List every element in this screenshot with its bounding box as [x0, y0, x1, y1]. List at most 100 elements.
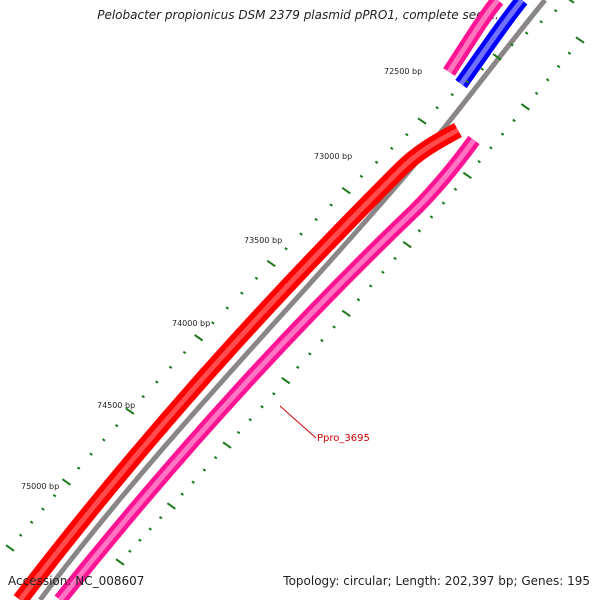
outer-tick	[225, 306, 230, 310]
outer-tick	[125, 407, 135, 415]
inner-tick	[281, 376, 291, 385]
inner-tick	[477, 159, 481, 164]
inner-tick	[489, 146, 493, 150]
outer-tick	[141, 394, 145, 399]
outer-tick	[435, 106, 439, 110]
upper-gene-pink[interactable]	[443, 0, 504, 76]
gene-forward-red[interactable]	[13, 123, 462, 600]
outer-tick	[465, 80, 470, 84]
inner-tick	[534, 91, 539, 95]
outer-tick	[341, 186, 351, 195]
outer-tick	[5, 544, 15, 552]
inner-tick	[308, 352, 312, 356]
inner-tick	[202, 468, 207, 472]
upper-gene-blue[interactable]	[455, 0, 528, 89]
outer-tick	[299, 232, 303, 236]
inner-tick	[453, 187, 458, 191]
outer-tick	[18, 533, 23, 537]
gene-label-ppro-3695[interactable]: Ppro_3695	[279, 405, 370, 444]
outer-tick	[101, 438, 106, 442]
inner-tick	[462, 171, 472, 180]
tick-labels: 72500 bp 73000 bp 73500 bp 74000 bp 7450…	[21, 67, 422, 491]
outer-tick	[450, 92, 455, 97]
inner-tick	[138, 538, 142, 542]
inner-tick	[556, 64, 561, 69]
outer-tick	[329, 203, 333, 207]
inner-tick	[213, 455, 218, 460]
inner-tick	[393, 256, 397, 261]
inner-tick	[115, 558, 125, 566]
inner-tick	[166, 502, 176, 510]
outer-tick	[510, 43, 514, 47]
summary-text: Topology: circular; Length: 202,397 bp; …	[283, 574, 590, 588]
outer-tick	[524, 31, 529, 35]
tick-marks-outer	[5, 0, 575, 552]
outer-tick	[254, 276, 259, 280]
inner-tick	[341, 309, 351, 317]
inner-tick	[575, 36, 585, 44]
tick-label-74000: 74000 bp	[172, 319, 210, 328]
outer-tick	[240, 291, 244, 295]
backbone-arc	[38, 0, 547, 600]
gene-ppro-3695[interactable]	[54, 135, 480, 600]
outer-tick	[417, 117, 427, 125]
gene-label-leader	[279, 405, 317, 439]
inner-tick	[402, 241, 412, 249]
tick-marks-inner	[115, 36, 585, 566]
inner-tick	[429, 215, 434, 219]
inner-tick	[272, 392, 276, 396]
inner-tick	[381, 270, 385, 274]
inner-tick	[512, 118, 516, 123]
inner-tick	[180, 492, 184, 496]
tick-label-72500: 72500 bp	[384, 67, 422, 76]
outer-tick	[553, 9, 558, 13]
inner-tick	[236, 430, 241, 435]
inner-tick	[260, 405, 264, 409]
inner-tick	[222, 441, 232, 449]
outer-tick	[374, 160, 379, 164]
outer-tick	[284, 247, 288, 251]
outer-tick	[114, 423, 119, 428]
outer-tick	[359, 174, 364, 179]
outer-tick	[182, 350, 187, 355]
tick-label-73000: 73000 bp	[314, 152, 352, 161]
outer-tick	[405, 132, 409, 137]
map-title: Pelobacter propionicus DSM 2379 plasmid …	[97, 8, 503, 22]
outer-tick	[480, 67, 485, 71]
inner-tick	[356, 298, 361, 302]
inner-tick	[520, 103, 530, 111]
gene-label-text[interactable]: Ppro_3695	[317, 433, 370, 444]
outer-tick	[389, 146, 394, 151]
inner-tick	[248, 418, 253, 422]
outer-tick	[61, 478, 72, 486]
tick-label-73500: 73500 bp	[244, 236, 282, 245]
outer-tick	[89, 452, 93, 456]
inner-tick	[295, 365, 300, 369]
inner-tick	[545, 78, 550, 82]
tick-label-74500: 74500 bp	[97, 401, 135, 410]
outer-tick	[194, 334, 204, 342]
outer-tick	[41, 507, 45, 511]
outer-tick	[76, 466, 81, 470]
inner-tick	[191, 480, 195, 484]
outer-tick	[211, 321, 215, 325]
outer-tick	[568, 0, 575, 4]
inner-tick	[332, 325, 336, 329]
outer-tick	[314, 217, 318, 222]
inner-tick	[148, 527, 152, 531]
inner-tick	[417, 229, 422, 233]
inner-tick	[128, 549, 132, 553]
inner-tick	[500, 132, 505, 136]
outer-tick	[155, 380, 159, 384]
accession-text: Accession: NC_008607	[8, 574, 145, 588]
inner-tick	[158, 515, 163, 520]
outer-tick	[52, 493, 57, 498]
inner-tick	[368, 284, 373, 288]
inner-tick	[441, 201, 446, 205]
outer-tick	[492, 53, 502, 61]
outer-tick	[266, 259, 276, 268]
outer-tick	[168, 365, 173, 369]
tick-label-75000: 75000 bp	[21, 482, 59, 491]
